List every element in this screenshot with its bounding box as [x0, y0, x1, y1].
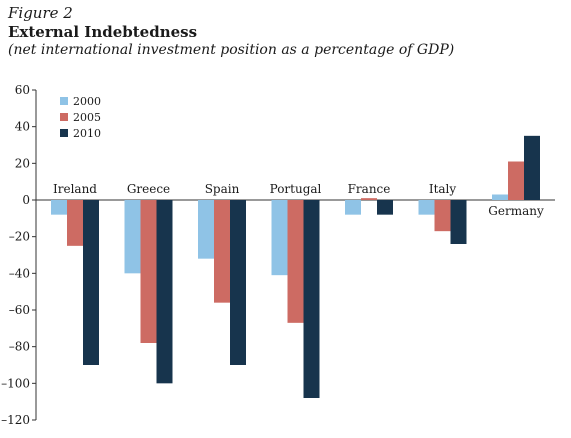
bar-portugal-2005: [287, 200, 304, 323]
bar-ireland-2000: [51, 200, 67, 215]
legend-label: 2010: [73, 127, 101, 140]
legend-swatch-2010: [60, 129, 68, 137]
category-label: Portugal: [270, 182, 322, 196]
category-labels: Ireland Greece Spain Portugal France Italy Ger…: [53, 182, 544, 218]
bar-spain-2005: [214, 200, 230, 303]
category-label: Ireland: [53, 182, 97, 196]
y-tick-label: –80: [9, 340, 30, 354]
y-tick-label: –60: [9, 303, 30, 317]
bar-spain-2000: [198, 200, 214, 259]
category-label: Spain: [205, 182, 240, 196]
figure-title: External Indebtedness: [8, 23, 198, 41]
figure-label: Figure 2: [8, 4, 73, 22]
bar-portugal-2010: [303, 200, 320, 398]
y-tick-label: –100: [1, 376, 30, 390]
category-label: Germany: [488, 204, 544, 218]
bar-italy-2005: [434, 200, 451, 232]
bar-greece-2010: [156, 200, 173, 384]
bar-portugal-2000: [271, 200, 288, 276]
y-tick-label: 20: [15, 156, 30, 170]
bar-greece-2000: [124, 200, 141, 274]
y-axis: 60 40 20 0 –20 –40 –60 –80 –100 –120: [1, 83, 555, 427]
bar-france-2010: [377, 200, 393, 215]
bars: [51, 135, 540, 398]
bar-spain-2010: [230, 200, 246, 365]
bar-france-2000: [345, 200, 361, 215]
y-tick-label: 60: [15, 83, 30, 97]
y-tick-label: –120: [1, 413, 30, 427]
category-label: Greece: [127, 182, 170, 196]
category-label: Italy: [429, 182, 457, 196]
bar-ireland-2010: [83, 200, 99, 365]
figure-subtitle: (net international investment position a…: [8, 42, 455, 58]
bar-ireland-2005: [67, 200, 83, 246]
legend-label: 2005: [73, 111, 101, 124]
bar-greece-2005: [140, 200, 157, 343]
legend-label: 2000: [73, 95, 101, 108]
bar-germany-2000: [492, 194, 508, 200]
bar-italy-2000: [418, 200, 435, 215]
bar-germany-2005: [508, 161, 524, 200]
legend-swatch-2005: [60, 113, 68, 121]
y-tick-label: 40: [15, 120, 30, 134]
category-label: France: [348, 182, 391, 196]
legend: 2000 2005 2010: [60, 95, 101, 140]
legend-swatch-2000: [60, 97, 68, 105]
bar-italy-2010: [450, 200, 467, 244]
y-tick-label: –40: [9, 266, 30, 280]
y-tick-label: –20: [9, 230, 30, 244]
bar-france-2005: [361, 198, 377, 200]
bar-germany-2010: [524, 135, 540, 200]
y-tick-label: 0: [22, 193, 30, 207]
